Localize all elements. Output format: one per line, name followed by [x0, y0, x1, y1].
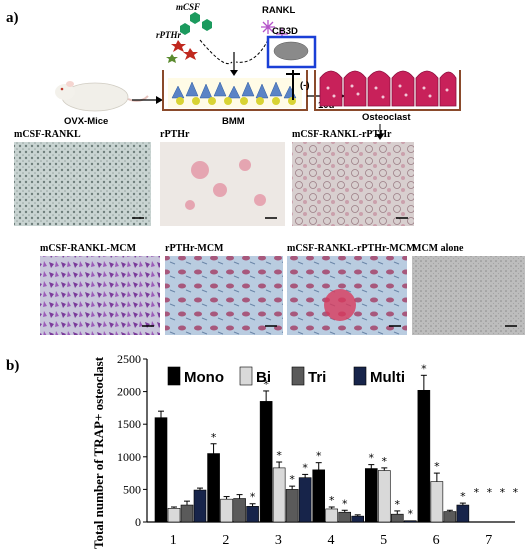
legend-swatch-mono [167, 366, 181, 386]
bar-tri-6 [443, 511, 457, 523]
x-tick-label-1: 1 [170, 533, 177, 548]
significance-star-mono-6: * [421, 362, 427, 375]
bar-multi-1 [193, 489, 207, 523]
bar-bi-2 [220, 498, 233, 523]
dashed-arrow-rankl [235, 39, 269, 63]
significance-star-tri-3: * [289, 473, 295, 486]
significance-star-bi-7: * [487, 486, 493, 499]
x-tick-label-5: 5 [380, 533, 387, 548]
y-tick-label-1: 500 [123, 482, 141, 496]
micrograph-label-7: MCM alone [412, 243, 464, 254]
panel-b-label: b) [6, 358, 19, 374]
significance-star-mono-3: * [263, 378, 269, 391]
dashed-arrow-mcsf [199, 39, 233, 65]
x-tick-label-3: 3 [275, 533, 282, 548]
x-tick-label-2: 2 [222, 533, 229, 548]
y-tick-label-3: 1500 [117, 417, 141, 431]
significance-star-bi-3: * [276, 449, 282, 462]
mouse-image [55, 81, 149, 112]
x-tick-label-6: 6 [433, 533, 440, 548]
micrograph-3 [292, 142, 414, 226]
significance-star-mono-2: * [211, 431, 217, 444]
bar-multi-4 [351, 515, 365, 523]
bar-mono-2 [207, 453, 220, 523]
bar-tri-4 [338, 511, 352, 523]
rpthr-molecules [166, 40, 198, 63]
inhibition-bar [286, 70, 300, 100]
significance-star-multi-6: * [460, 490, 466, 503]
y-tick-label-5: 2500 [117, 352, 141, 366]
legend-swatch-tri [291, 366, 305, 386]
mcsf-molecules [180, 12, 212, 35]
x-tick-label-4: 4 [328, 533, 335, 548]
significance-star-mono-7: * [474, 486, 480, 499]
bar-tri-1 [180, 504, 194, 523]
significance-star-mono-5: * [369, 452, 375, 465]
bar-bi-5 [377, 470, 391, 523]
micrograph-7 [412, 256, 525, 335]
micrograph-4 [40, 256, 160, 335]
micrograph-label-3: mCSF-RANKL-rPTHr [292, 129, 392, 140]
micrograph-5 [165, 256, 283, 335]
significance-star-mono-4: * [316, 450, 322, 463]
inhibit-label: (-) [300, 80, 310, 91]
significance-star-multi-7: * [513, 486, 519, 499]
mcsf-label: mCSF [176, 2, 200, 12]
bar-mono-3 [259, 401, 273, 523]
significance-star-multi-3: * [302, 461, 308, 474]
y-tick-label-2: 1000 [117, 450, 141, 464]
micrograph-label-5: rPTHr-MCM [165, 243, 224, 254]
bar-bi-1 [167, 508, 181, 523]
bar-chart: 0 500 1000 1500 2000 2500 1 * * 2 * * * * 3 * * * 4 * * * * 5 * *… [117, 352, 519, 548]
micrograph-1 [14, 142, 151, 226]
bar-mono-5 [364, 468, 378, 523]
significance-star-tri-7: * [500, 486, 506, 499]
bar-multi-5 [403, 520, 417, 523]
bar-bi-6 [430, 481, 444, 523]
micrograph-label-6: mCSF-RANKL-rPTHr-MCM [287, 243, 416, 254]
bar-multi-6 [456, 504, 470, 523]
y-tick-label-0: 0 [135, 515, 141, 529]
micrograph-label-4: mCSF-RANKL-MCM [40, 243, 137, 254]
rankl-label: RANKL [262, 5, 295, 16]
legend-swatch-multi [353, 366, 367, 386]
bar-tri-5 [390, 513, 404, 523]
bmm-dish [162, 70, 308, 111]
mice-label: OVX-Mice [64, 116, 108, 127]
osteoclast-dish [314, 70, 461, 111]
micrograph-label-1: mCSF-RANKL [14, 129, 81, 140]
y-axis-title: Total number of TRAP+ osteoclast [91, 356, 106, 549]
bar-multi-3 [298, 477, 312, 523]
legend-swatch-bi [239, 366, 253, 386]
significance-star-multi-5: * [408, 508, 414, 521]
bar-mono-1 [154, 417, 168, 523]
bar-bi-3 [272, 467, 286, 523]
x-tick-label-7: 7 [485, 533, 492, 548]
bar-tri-2 [233, 498, 246, 523]
significance-star-tri-5: * [395, 498, 401, 511]
rpthr-label: rPTHr [156, 30, 181, 40]
significance-star-bi-4: * [329, 494, 335, 507]
legend-label-bi: Bi [256, 369, 271, 386]
bar-mono-6 [417, 389, 431, 523]
bar-multi-2 [246, 506, 259, 523]
significance-star-multi-2: * [250, 491, 256, 504]
bar-tri-3 [285, 489, 299, 523]
legend-label-mono: Mono [184, 369, 224, 386]
osteoclast-label: Osteoclast [362, 112, 411, 123]
significance-star-tri-4: * [342, 497, 348, 510]
legend-label-tri: Tri [308, 369, 326, 386]
significance-star-bi-6: * [434, 460, 440, 473]
significance-star-bi-5: * [382, 455, 388, 468]
legend-label-multi: Multi [370, 369, 405, 386]
bar-mono-4 [312, 469, 326, 523]
cb3d-label: CB3D [272, 26, 298, 37]
micrograph-label-2: rPTHr [160, 129, 190, 140]
panel-a-label: a) [6, 10, 19, 26]
bmm-label: BMM [222, 116, 245, 127]
y-tick-label-4: 2000 [117, 385, 141, 399]
bar-bi-4 [325, 508, 339, 523]
